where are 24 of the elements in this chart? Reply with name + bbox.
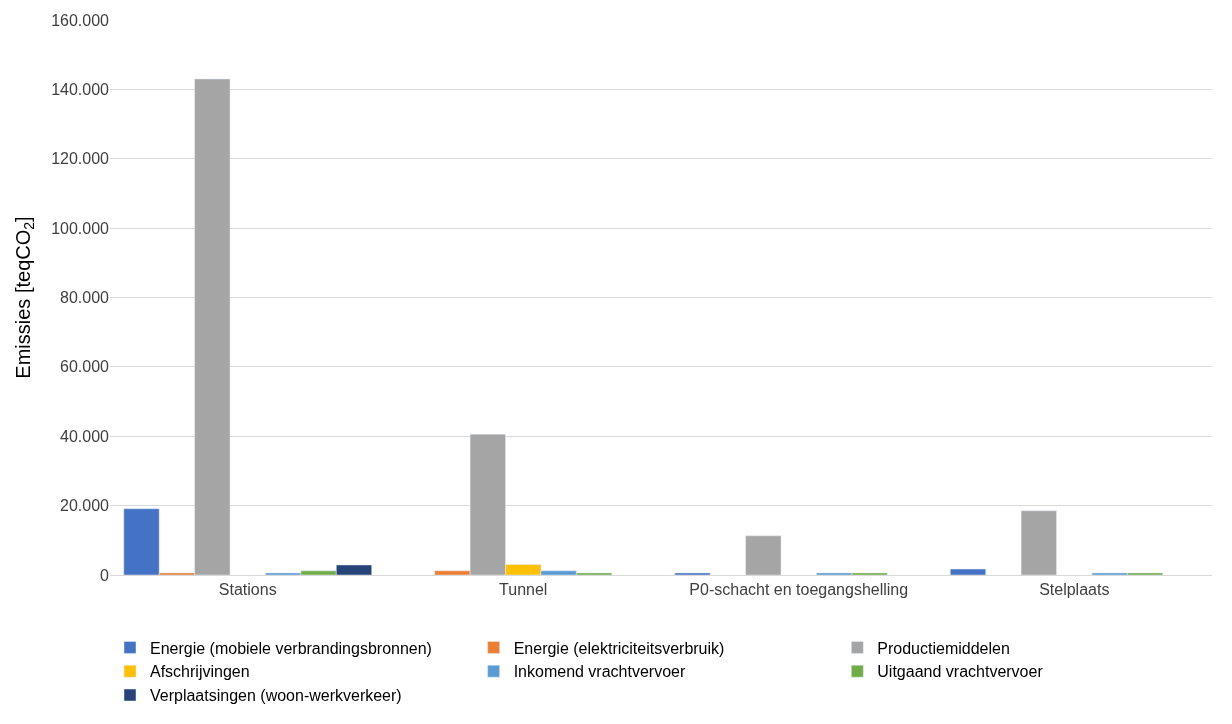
- bar: [950, 568, 986, 575]
- legend-label: Energie (mobiele verbrandingsbronnen): [150, 639, 432, 657]
- legend-label: Uitgaand vrachtvervoer: [877, 663, 1044, 681]
- bar: [674, 572, 711, 575]
- y-tick-label: 140.000: [51, 80, 110, 98]
- x-tick-label: Stelplaats: [1039, 581, 1110, 599]
- y-tick-label: 160.000: [51, 11, 110, 29]
- y-tick-label: 20.000: [60, 497, 110, 515]
- x-tick-label: P0-schacht en toegangshelling: [689, 581, 909, 599]
- legend-label: Afschrijvingen: [150, 663, 250, 681]
- legend-label: Productiemiddelen: [877, 639, 1010, 657]
- bar: [1020, 510, 1057, 575]
- legend-label: Inkomend vrachtvervoer: [513, 663, 686, 681]
- x-tick-label: Tunnel: [499, 581, 548, 599]
- legend-label: Energie (elektriciteitsverbruik): [513, 639, 725, 657]
- y-tick-label: 100.000: [51, 219, 110, 237]
- y-tick-label: 120.000: [51, 150, 110, 168]
- y-tick-label: 60.000: [60, 358, 110, 376]
- y-tick-label: 0: [100, 566, 110, 584]
- y-tick-label: 80.000: [60, 289, 110, 307]
- bar: [745, 535, 782, 575]
- y-tick-label: 40.000: [60, 427, 110, 445]
- legend-label: Verplaatsingen (woon-werkverkeer): [150, 687, 402, 705]
- x-tick-label: Stations: [218, 581, 277, 599]
